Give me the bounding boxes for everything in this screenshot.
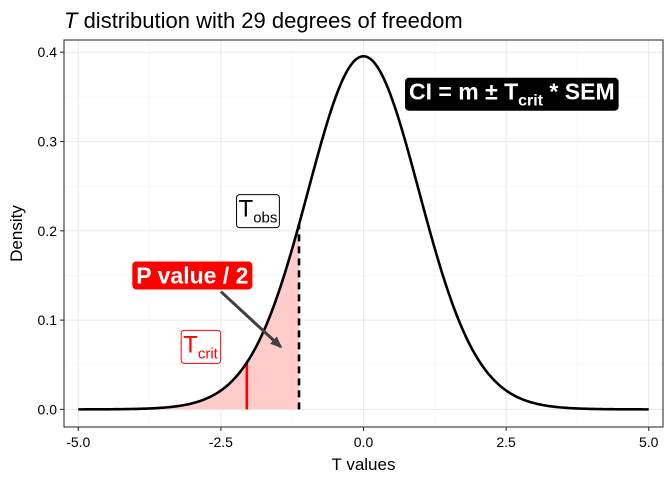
chart-title-italic: T xyxy=(64,8,79,33)
x-tick-label: -2.5 xyxy=(209,434,233,450)
p-value-label: P value / 2 xyxy=(132,261,253,290)
y-axis: 0.0 0.1 0.2 0.3 0.4 xyxy=(38,44,64,417)
ci-formula-post: * SEM xyxy=(543,79,615,105)
y-tick-label: 0.0 xyxy=(38,401,58,417)
p-value-arrow xyxy=(219,290,283,349)
x-tick-label: -5.0 xyxy=(66,434,90,450)
x-axis-title: T values xyxy=(332,455,396,474)
t-crit-label-sub: crit xyxy=(198,345,219,362)
t-obs-label-sub: obs xyxy=(253,210,277,227)
ci-formula-label-box xyxy=(405,77,619,111)
p-value-shaded-area xyxy=(78,224,300,410)
p-value-label-text: P value / 2 xyxy=(136,262,248,288)
y-tick-label: 0.3 xyxy=(38,134,58,150)
ci-formula-label-text: CI = m ± Tcrit * SEM xyxy=(409,79,615,110)
t-obs-label-text: Tobs xyxy=(239,196,278,227)
t-obs-label-box xyxy=(236,194,280,229)
ci-formula-sub: crit xyxy=(518,93,544,110)
x-tick-label: 5.0 xyxy=(639,434,659,450)
chart-title-rest: distribution with 29 degrees of freedom xyxy=(77,8,462,33)
p-value-label-box xyxy=(132,261,253,290)
chart-title: T distribution with 29 degrees of freedo… xyxy=(64,8,463,33)
ci-formula-pre: CI = m ± T xyxy=(409,79,518,105)
x-tick-label: 0.0 xyxy=(354,434,374,450)
y-tick-label: 0.4 xyxy=(38,44,58,60)
t-obs-label: Tobs xyxy=(236,194,280,229)
y-tick-label: 0.2 xyxy=(38,223,58,239)
y-tick-label: 0.1 xyxy=(38,312,58,328)
y-axis-title: Density xyxy=(7,205,26,262)
t-crit-label-main: T xyxy=(183,331,198,358)
ci-formula-label: CI = m ± Tcrit * SEM xyxy=(405,77,619,111)
x-tick-label: 2.5 xyxy=(496,434,516,450)
t-crit-label-text: Tcrit xyxy=(183,331,218,362)
x-axis: -5.0 -2.5 0.0 2.5 5.0 xyxy=(66,427,659,450)
t-obs-label-main: T xyxy=(239,196,254,223)
t-crit-label: Tcrit xyxy=(180,329,222,364)
t-crit-label-box xyxy=(180,329,222,364)
density-curve xyxy=(78,54,649,411)
